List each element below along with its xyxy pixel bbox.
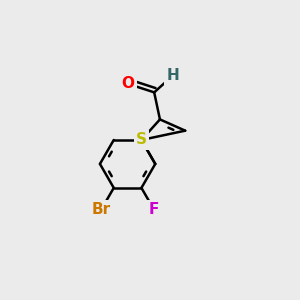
Text: O: O [122, 76, 134, 91]
Text: H: H [166, 68, 179, 83]
Text: S: S [136, 133, 147, 148]
Text: Br: Br [92, 202, 111, 217]
Text: F: F [149, 202, 159, 217]
